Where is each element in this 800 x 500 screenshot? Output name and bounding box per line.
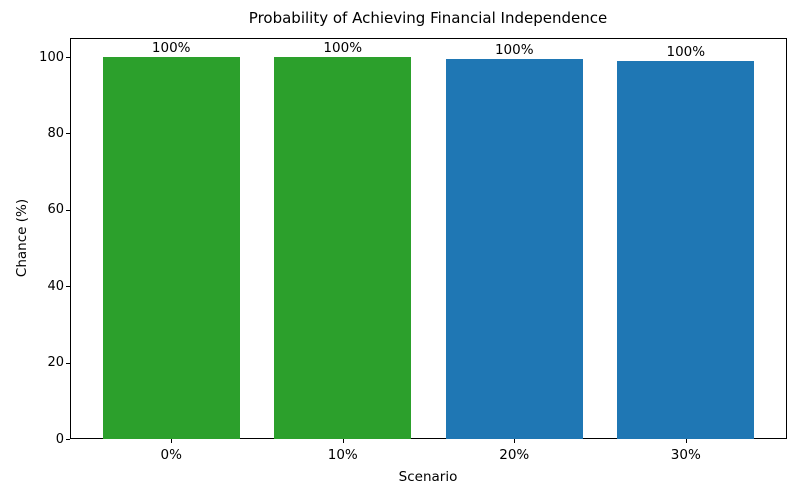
y-tick-mark xyxy=(66,362,70,364)
y-tick-mark xyxy=(66,209,70,211)
x-tick-label: 30% xyxy=(670,447,701,463)
y-tick-label: 20 xyxy=(47,355,64,371)
bar xyxy=(445,59,583,439)
chart-title: Probability of Achieving Financial Indep… xyxy=(248,9,608,27)
y-tick-mark xyxy=(66,57,70,59)
x-tick-label: 20% xyxy=(499,447,530,463)
y-axis-label: Chance (%) xyxy=(14,198,30,278)
y-tick-mark xyxy=(66,286,70,288)
x-tick-mark xyxy=(342,439,344,443)
x-tick-label: 0% xyxy=(160,447,182,463)
y-tick-label: 80 xyxy=(47,125,64,141)
y-tick-label: 60 xyxy=(47,202,64,218)
x-tick-label: 10% xyxy=(327,447,358,463)
bar-value-label: 100% xyxy=(151,40,191,57)
y-tick-label: 40 xyxy=(47,278,64,294)
bar-value-label: 100% xyxy=(666,43,706,60)
x-tick-mark xyxy=(685,439,687,443)
x-axis-label: Scenario xyxy=(398,469,458,485)
bar-value-label: 100% xyxy=(494,42,534,58)
y-tick-label: 0 xyxy=(55,431,64,447)
x-tick-mark xyxy=(171,439,173,443)
bar xyxy=(617,60,755,439)
x-tick-mark xyxy=(514,439,516,443)
y-tick-mark xyxy=(66,439,70,440)
y-tick-mark xyxy=(66,133,70,135)
bar-value-label: 100% xyxy=(323,40,363,57)
bar xyxy=(274,57,412,439)
bar xyxy=(102,57,240,439)
y-tick-label: 100 xyxy=(39,49,64,65)
